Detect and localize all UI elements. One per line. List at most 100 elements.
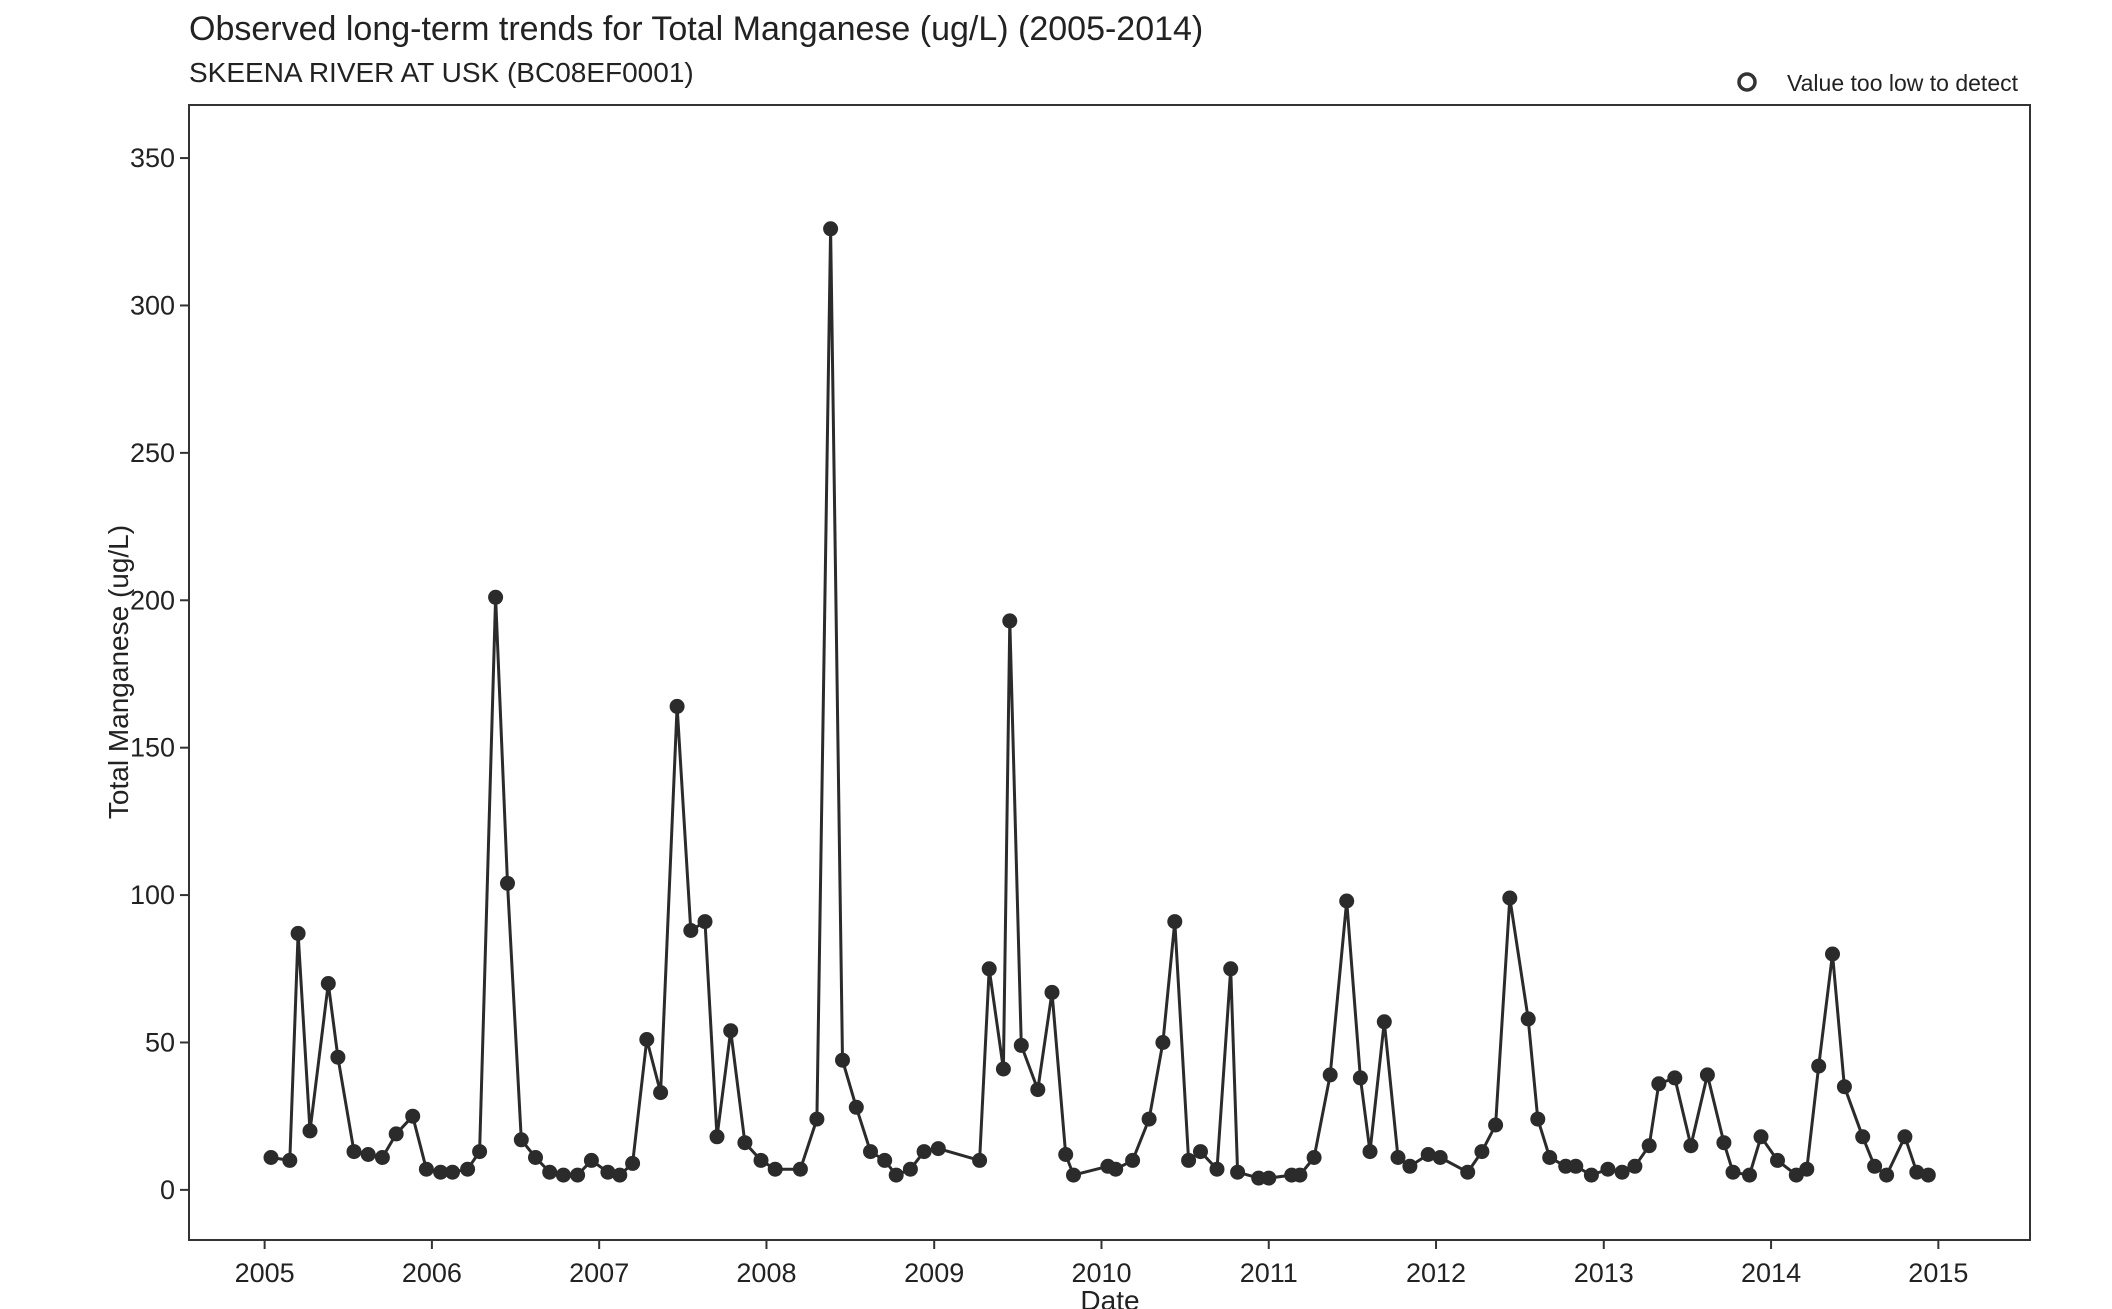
data-point (1699, 1067, 1715, 1083)
data-point (1125, 1152, 1141, 1168)
data-point (528, 1150, 543, 1165)
data-point (1920, 1167, 1936, 1183)
data-point (405, 1108, 421, 1124)
data-point (767, 1161, 783, 1177)
data-point (1583, 1167, 1599, 1183)
data-point (1141, 1111, 1157, 1127)
data-point (1651, 1076, 1667, 1092)
data-point (863, 1144, 878, 1160)
data-point (472, 1144, 488, 1160)
y-tick-label: 300 (130, 290, 175, 320)
data-point (360, 1147, 376, 1162)
data-point (488, 589, 504, 605)
data-point (612, 1167, 628, 1183)
data-point (1339, 893, 1355, 909)
data-point (388, 1126, 404, 1142)
x-tick-label: 2015 (1908, 1258, 1968, 1288)
y-tick-label: 350 (130, 143, 175, 173)
data-point (1530, 1111, 1546, 1127)
data-point (1836, 1079, 1852, 1095)
plot-panel (188, 104, 2031, 1241)
data-point (500, 875, 515, 891)
data-point (1432, 1150, 1448, 1165)
x-tick-label: 2014 (1741, 1258, 1801, 1288)
data-point (823, 221, 839, 237)
data-point (1641, 1138, 1657, 1154)
data-point (1753, 1129, 1769, 1145)
data-point (1420, 1147, 1436, 1162)
y-tick-label: 150 (130, 733, 175, 763)
data-point (697, 914, 713, 930)
data-point (1600, 1161, 1616, 1177)
data-point (1402, 1158, 1418, 1174)
data-point (1044, 984, 1060, 1000)
legend: Value too low to detect (1737, 70, 2019, 96)
data-point (302, 1123, 318, 1139)
data-point (1520, 1011, 1536, 1027)
data-point (972, 1152, 988, 1168)
y-tick-label: 50 (145, 1027, 175, 1057)
y-tick-label: 0 (160, 1175, 175, 1205)
data-point (792, 1161, 808, 1177)
data-point (1362, 1144, 1378, 1160)
data-point (709, 1129, 725, 1145)
data-point (1474, 1144, 1490, 1160)
data-point (433, 1164, 449, 1180)
data-point (683, 923, 699, 938)
data-point (555, 1167, 571, 1183)
data-point (902, 1161, 918, 1177)
data-point (753, 1152, 769, 1168)
data-point (330, 1049, 346, 1065)
x-tick-label: 2012 (1406, 1258, 1466, 1288)
data-point (374, 1150, 390, 1165)
data-point (346, 1144, 362, 1160)
y-tick-label: 100 (130, 880, 175, 910)
data-point (1855, 1129, 1871, 1145)
y-tick-label: 250 (130, 438, 175, 468)
data-point (1066, 1167, 1081, 1183)
data-point (263, 1150, 279, 1165)
data-point (625, 1155, 641, 1171)
data-point (1460, 1164, 1476, 1180)
data-point (1770, 1152, 1785, 1168)
legend-marker-open-circle (1737, 72, 1757, 92)
data-point (282, 1152, 298, 1168)
data-point (418, 1161, 434, 1177)
data-point (1627, 1158, 1643, 1174)
data-point (809, 1111, 825, 1127)
data-point (542, 1164, 558, 1180)
data-point (1897, 1129, 1913, 1145)
data-point (1322, 1067, 1338, 1083)
x-tick-label: 2007 (569, 1258, 629, 1288)
data-point (600, 1164, 616, 1180)
data-point (1716, 1135, 1732, 1151)
data-points (263, 221, 1936, 1186)
data-point (1488, 1117, 1504, 1133)
data-point (916, 1144, 932, 1160)
data-point (930, 1141, 946, 1157)
data-point (1825, 946, 1840, 962)
data-point (1108, 1161, 1124, 1177)
x-axis-ticks: 2005 2006 2007 2008 2009 2010 2011 2012 2013 2014… (235, 1240, 1968, 1288)
data-point (1155, 1035, 1171, 1050)
data-point (1261, 1170, 1277, 1186)
data-point (460, 1161, 476, 1177)
data-point (1181, 1152, 1197, 1168)
chart-title: Observed long-term trends for Total Mang… (189, 10, 1203, 48)
data-point (1193, 1144, 1208, 1160)
data-point (1209, 1161, 1225, 1177)
data-point (1058, 1147, 1074, 1162)
data-point (995, 1061, 1011, 1077)
data-point (1742, 1167, 1757, 1183)
data-point (669, 698, 685, 714)
data-point (570, 1167, 586, 1183)
data-point (737, 1135, 753, 1151)
x-tick-label: 2008 (736, 1258, 796, 1288)
data-point (1390, 1150, 1406, 1165)
y-axis-ticks: 0 50 100 150 200 250 300 350 (130, 143, 189, 1205)
data-point (583, 1152, 599, 1168)
data-point (639, 1032, 655, 1047)
data-point (1667, 1070, 1683, 1086)
x-tick-label: 2005 (235, 1258, 295, 1288)
